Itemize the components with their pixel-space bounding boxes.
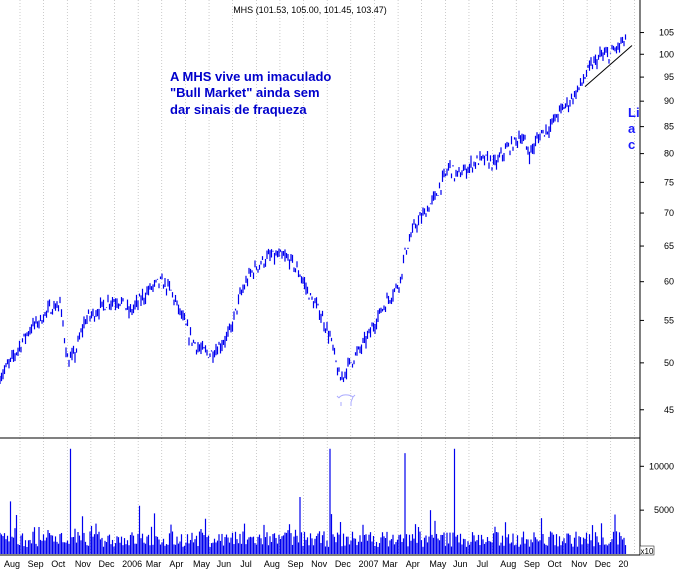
price-axis: 45 50 55 60 65 70 75 80 85 90 95 100 105 [640, 28, 674, 415]
annotation-line-2: "Bull Market" ainda sem [170, 85, 320, 100]
x-tick-label: Jul [477, 559, 489, 569]
annotation-line-1: A MHS vive um imaculado [170, 69, 331, 84]
x-tick-label: Aug [500, 559, 516, 569]
volume-multiplier-label: x10 [641, 547, 654, 556]
x-tick-label: Oct [547, 559, 562, 569]
x-tick-label: Sep [288, 559, 304, 569]
y-tick-label: 55 [664, 315, 674, 325]
x-tick-label: Nov [571, 559, 588, 569]
y-tick-label: 45 [664, 405, 674, 415]
x-tick-label: 20 [618, 559, 628, 569]
y-tick-label: 105 [659, 28, 674, 38]
x-tick-label: Mar [382, 559, 398, 569]
y-tick-label: 90 [664, 96, 674, 106]
x-tick-label: May [429, 559, 447, 569]
y-tick-label: 60 [664, 277, 674, 287]
x-tick-label: Nov [311, 559, 328, 569]
y-tick-label: 95 [664, 72, 674, 82]
x-tick-label: Dec [99, 559, 116, 569]
annotation-line-3: dar sinais de fraqueza [170, 102, 307, 117]
x-tick-label: Jun [453, 559, 468, 569]
x-tick-label: Jul [240, 559, 252, 569]
grid [19, 0, 635, 555]
volume-tick-label: 5000 [654, 505, 674, 515]
y-tick-label: 80 [664, 149, 674, 159]
y-tick-label: 100 [659, 49, 674, 59]
x-tick-label: Sep [28, 559, 44, 569]
x-tick-label: May [193, 559, 211, 569]
y-tick-label: 85 [664, 122, 674, 132]
volume-tick-label: 10000 [649, 461, 674, 471]
x-tick-label: Nov [75, 559, 92, 569]
x-tick-label: 2006 [122, 559, 142, 569]
x-tick-label: Aug [4, 559, 20, 569]
annotation-right-2: a [628, 121, 636, 136]
x-axis: Aug Sep Oct Nov Dec 2006 Mar Apr May Jun Jul Aug Sep… [4, 559, 628, 569]
x-tick-label: Jun [217, 559, 232, 569]
y-tick-label: 70 [664, 208, 674, 218]
x-tick-label: Aug [264, 559, 280, 569]
x-tick-label: Oct [51, 559, 66, 569]
x-tick-label: 2007 [358, 559, 378, 569]
y-tick-label: 50 [664, 358, 674, 368]
annotation-right-1: Li [628, 105, 640, 120]
chart-title: MHS (101.53, 105.00, 101.45, 103.47) [233, 5, 387, 15]
y-tick-label: 65 [664, 241, 674, 251]
x-tick-label: Mar [146, 559, 162, 569]
bull-icon [336, 394, 356, 406]
price-series [0, 34, 627, 384]
volume-multiplier-box [639, 545, 655, 556]
x-tick-label: Dec [335, 559, 352, 569]
x-tick-label: Sep [524, 559, 540, 569]
x-tick-label: Apr [406, 559, 420, 569]
y-tick-label: 75 [664, 177, 674, 187]
x-tick-label: Apr [169, 559, 183, 569]
volume-series [0, 448, 627, 554]
volume-axis: 5000 10000 [640, 461, 674, 515]
annotation-right-3: c [628, 137, 635, 152]
x-tick-label: Dec [595, 559, 612, 569]
trendline [584, 45, 633, 87]
